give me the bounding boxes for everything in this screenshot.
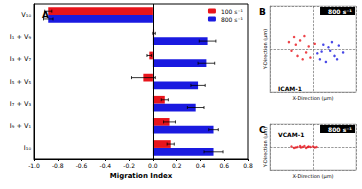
svg-text:V₁₀: V₁₀ xyxy=(21,11,31,19)
svg-text:I₇ + V₃: I₇ + V₃ xyxy=(10,100,32,108)
svg-text:-0.2: -0.2 xyxy=(123,162,135,169)
svg-text:Y-Direction (µm): Y-Direction (µm) xyxy=(262,29,269,70)
svg-text:I₅ + V₅: I₅ + V₅ xyxy=(10,78,32,86)
svg-text:X-Direction (µm): X-Direction (µm) xyxy=(292,95,333,102)
svg-text:Migration Index: Migration Index xyxy=(110,172,173,180)
svg-text:800 s⁻¹: 800 s⁻¹ xyxy=(221,16,244,23)
svg-text:-0.8: -0.8 xyxy=(52,162,64,169)
svg-text:0.8: 0.8 xyxy=(243,162,253,169)
svg-text:0.4: 0.4 xyxy=(196,162,206,169)
svg-text:0.6: 0.6 xyxy=(219,162,229,169)
svg-text:ICAM-1: ICAM-1 xyxy=(278,85,302,92)
svg-text:I₁₀: I₁₀ xyxy=(24,144,32,152)
svg-text:C: C xyxy=(259,125,266,135)
svg-text:X-Direction (µm): X-Direction (µm) xyxy=(292,173,333,180)
svg-text:0.2: 0.2 xyxy=(172,162,182,169)
svg-text:100 s⁻¹: 100 s⁻¹ xyxy=(221,8,244,15)
svg-text:B: B xyxy=(259,7,266,17)
svg-text:-1.0: -1.0 xyxy=(28,162,40,169)
svg-text:VCAM-1: VCAM-1 xyxy=(278,131,304,138)
svg-text:-0.4: -0.4 xyxy=(99,162,111,169)
svg-text:I₁ + V₉: I₁ + V₉ xyxy=(10,33,32,41)
svg-text:I₉ + V₁: I₉ + V₁ xyxy=(10,122,32,130)
svg-text:-0.6: -0.6 xyxy=(76,162,88,169)
svg-text:A: A xyxy=(42,10,49,20)
svg-text:0.0: 0.0 xyxy=(148,162,158,169)
svg-text:Y-Direction (µm): Y-Direction (µm) xyxy=(261,126,268,168)
svg-text:I₃ + V₇: I₃ + V₇ xyxy=(10,55,32,63)
svg-text:800 s⁻¹: 800 s⁻¹ xyxy=(328,8,352,15)
svg-text:800 s⁻¹: 800 s⁻¹ xyxy=(328,126,352,133)
